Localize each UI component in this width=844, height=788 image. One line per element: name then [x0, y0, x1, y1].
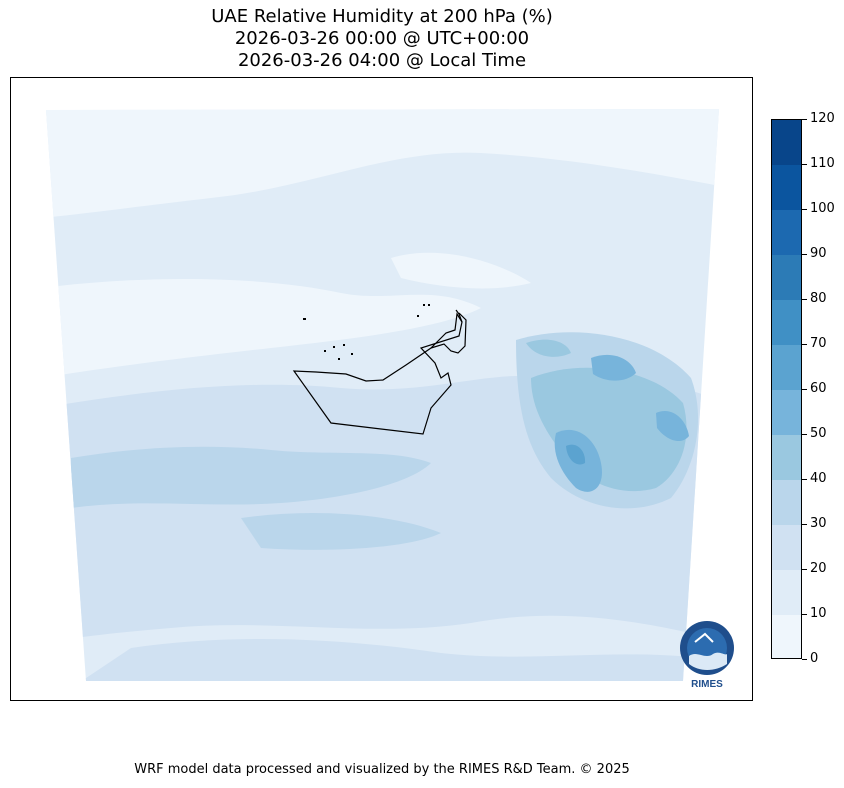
- map-panel[interactable]: [10, 77, 753, 701]
- colorbar-segment: [772, 480, 801, 525]
- logo-text: RIMES: [691, 679, 723, 690]
- colorbar-tick-label: 110: [810, 156, 835, 171]
- colorbar-segment: [772, 390, 801, 435]
- colorbar-tick-label: 70: [810, 336, 827, 351]
- colorbar-tick-label: 0: [810, 651, 819, 666]
- colorbar-segment: [772, 615, 801, 658]
- rimes-logo: RIMES: [680, 621, 734, 690]
- colorbar-tick: [802, 208, 807, 210]
- uae-border: [292, 312, 463, 435]
- colorbar-tick-label: 60: [810, 381, 827, 396]
- colorbar-tick: [802, 658, 807, 660]
- colorbar-tick: [802, 523, 807, 525]
- colorbar-segment: [772, 120, 801, 165]
- colorbar-tick: [802, 433, 807, 435]
- figure-title: UAE Relative Humidity at 200 hPa (%) 202…: [0, 6, 764, 72]
- colorbar-tick: [802, 253, 807, 255]
- contour-0-10-patch: [391, 252, 531, 289]
- colorbar-segment: [772, 255, 801, 300]
- colorbar-segment: [772, 345, 801, 390]
- colorbar-segment: [772, 210, 801, 255]
- colorbar-tick: [802, 478, 807, 480]
- colorbar-tick: [802, 613, 807, 615]
- uae-coast: [430, 312, 467, 354]
- colorbar-tick-label: 50: [810, 426, 827, 441]
- title-line-2: 2026-03-26 00:00 @ UTC+00:00: [234, 28, 530, 49]
- contour-50-60-east-b: [591, 354, 636, 381]
- colorbar-segment: [772, 435, 801, 480]
- colorbar-tick-label: 20: [810, 561, 827, 576]
- footer-credit: WRF model data processed and visualized …: [134, 762, 630, 777]
- title-line-3: 2026-03-26 04:00 @ Local Time: [237, 50, 527, 71]
- contour-0-10-north: [46, 109, 719, 218]
- colorbar-segment: [772, 300, 801, 345]
- colorbar-tick-label: 80: [810, 291, 827, 306]
- humidity-map: [46, 109, 719, 681]
- colorbar-tick-label: 100: [810, 201, 835, 216]
- contour-50-60-east-c: [656, 410, 689, 442]
- colorbar-tick: [802, 163, 807, 165]
- colorbar-tick: [802, 568, 807, 570]
- colorbar-segment: [772, 525, 801, 570]
- colorbar-tick: [802, 118, 807, 120]
- contour-40-50-north: [526, 339, 571, 357]
- colorbar-tick-label: 30: [810, 516, 827, 531]
- colorbar-segment: [772, 570, 801, 615]
- colorbar-tick: [802, 298, 807, 300]
- colorbar-segment: [772, 165, 801, 210]
- colorbar-tick-label: 40: [810, 471, 827, 486]
- contour-60-70-east: [566, 444, 586, 465]
- colorbar-tick-label: 10: [810, 606, 827, 621]
- contour-30-40-west: [71, 446, 431, 508]
- colorbar-tick-label: 120: [810, 111, 835, 126]
- musandam: [455, 309, 463, 323]
- colorbar-tick-label: 90: [810, 246, 827, 261]
- contour-20-30-south: [71, 638, 701, 681]
- colorbar: [771, 119, 802, 659]
- colorbar-tick: [802, 343, 807, 345]
- colorbar-tick: [802, 388, 807, 390]
- contour-30-40-center: [241, 513, 441, 550]
- uae-islands: [303, 304, 430, 360]
- title-line-1: UAE Relative Humidity at 200 hPa (%): [211, 6, 553, 27]
- contour-0-10-band: [46, 278, 481, 378]
